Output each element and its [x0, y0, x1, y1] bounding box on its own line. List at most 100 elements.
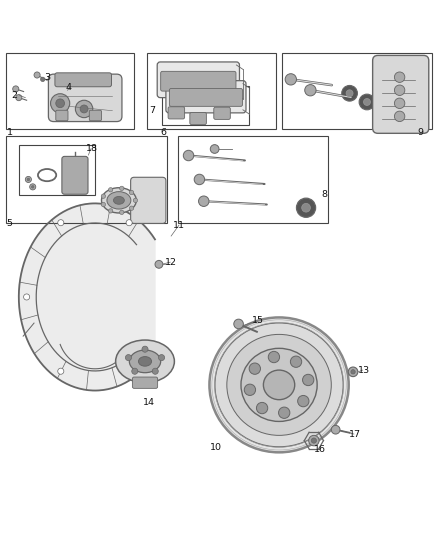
Circle shape: [346, 90, 353, 97]
Circle shape: [198, 196, 209, 206]
Circle shape: [210, 144, 219, 154]
Polygon shape: [19, 204, 155, 391]
FancyBboxPatch shape: [48, 74, 122, 122]
Circle shape: [25, 176, 32, 182]
Text: 4: 4: [66, 83, 72, 92]
FancyBboxPatch shape: [168, 107, 185, 119]
Ellipse shape: [138, 357, 152, 366]
Circle shape: [56, 99, 64, 108]
FancyBboxPatch shape: [170, 88, 243, 107]
Circle shape: [58, 220, 64, 226]
Text: 7: 7: [149, 106, 155, 115]
Circle shape: [351, 370, 355, 374]
Circle shape: [126, 220, 132, 226]
Text: 16: 16: [314, 445, 326, 454]
Text: 6: 6: [160, 128, 166, 137]
Circle shape: [184, 150, 194, 161]
Circle shape: [297, 198, 316, 217]
Circle shape: [394, 72, 405, 83]
Text: 11: 11: [173, 221, 185, 230]
Ellipse shape: [227, 334, 331, 435]
Ellipse shape: [116, 340, 174, 383]
Circle shape: [311, 438, 317, 443]
FancyBboxPatch shape: [157, 62, 240, 98]
Circle shape: [359, 94, 375, 110]
Circle shape: [256, 402, 268, 414]
Circle shape: [125, 354, 131, 361]
Text: 1: 1: [7, 128, 13, 137]
Circle shape: [109, 209, 113, 213]
Bar: [19, 144, 95, 195]
FancyBboxPatch shape: [132, 377, 158, 389]
Text: 5: 5: [7, 220, 13, 228]
Text: 9: 9: [417, 128, 423, 137]
Circle shape: [27, 178, 30, 181]
Bar: [6, 136, 167, 223]
Circle shape: [302, 204, 311, 212]
Text: 13: 13: [358, 366, 371, 375]
Circle shape: [120, 186, 124, 190]
Text: 14: 14: [143, 398, 155, 407]
FancyBboxPatch shape: [55, 73, 112, 87]
Circle shape: [142, 346, 148, 352]
Ellipse shape: [129, 350, 161, 373]
Circle shape: [126, 368, 132, 374]
Circle shape: [129, 190, 134, 195]
Text: 18: 18: [86, 144, 98, 154]
Circle shape: [132, 368, 138, 374]
Circle shape: [268, 351, 279, 362]
Circle shape: [364, 99, 371, 106]
Ellipse shape: [113, 197, 124, 204]
Circle shape: [129, 206, 134, 211]
Text: 15: 15: [252, 317, 264, 326]
Circle shape: [290, 356, 302, 367]
Circle shape: [109, 188, 113, 192]
FancyBboxPatch shape: [190, 112, 206, 125]
Circle shape: [194, 174, 205, 184]
Circle shape: [394, 98, 405, 109]
Circle shape: [249, 363, 261, 374]
Circle shape: [80, 105, 88, 113]
Circle shape: [244, 384, 256, 395]
Ellipse shape: [209, 318, 349, 453]
Bar: [282, 53, 432, 130]
Circle shape: [298, 395, 309, 407]
Circle shape: [24, 294, 30, 300]
Circle shape: [75, 100, 93, 118]
Ellipse shape: [102, 188, 136, 213]
Circle shape: [348, 367, 358, 377]
Circle shape: [101, 203, 106, 207]
FancyBboxPatch shape: [161, 71, 236, 91]
Circle shape: [155, 261, 163, 268]
Circle shape: [58, 368, 64, 374]
Circle shape: [120, 210, 124, 214]
FancyBboxPatch shape: [166, 80, 246, 113]
Circle shape: [394, 85, 405, 95]
Ellipse shape: [263, 370, 295, 400]
Circle shape: [234, 319, 244, 329]
Bar: [6, 53, 134, 130]
Text: 12: 12: [165, 257, 177, 266]
FancyBboxPatch shape: [131, 177, 166, 223]
FancyBboxPatch shape: [214, 107, 230, 119]
Circle shape: [285, 74, 297, 85]
Circle shape: [159, 354, 165, 361]
Ellipse shape: [107, 192, 131, 209]
Text: 17: 17: [349, 430, 361, 439]
FancyBboxPatch shape: [89, 110, 102, 120]
Circle shape: [34, 72, 40, 78]
Circle shape: [279, 407, 290, 418]
Text: 8: 8: [321, 190, 327, 199]
Circle shape: [133, 198, 138, 203]
Ellipse shape: [215, 323, 343, 447]
Text: 2: 2: [11, 91, 17, 100]
Bar: [147, 53, 276, 130]
Circle shape: [41, 77, 45, 82]
FancyBboxPatch shape: [62, 156, 88, 194]
Circle shape: [303, 374, 314, 386]
Circle shape: [50, 94, 70, 113]
Circle shape: [309, 435, 319, 446]
Circle shape: [101, 194, 106, 198]
Circle shape: [16, 94, 22, 101]
Circle shape: [394, 111, 405, 122]
